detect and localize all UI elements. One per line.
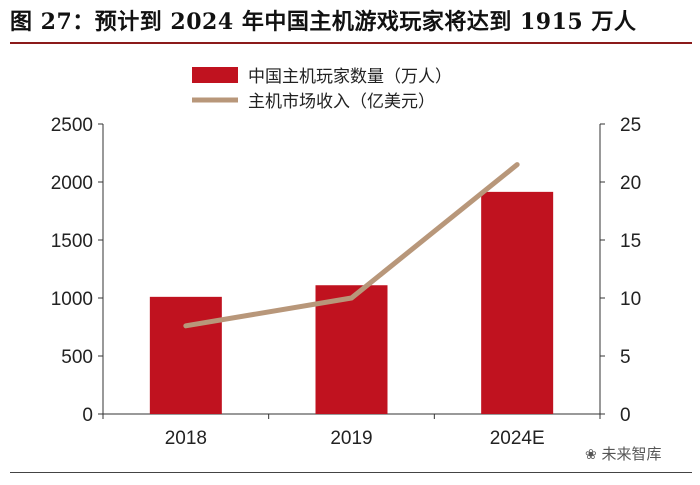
left-tick-label: 1500 [51,231,93,252]
wechat-icon: ❀ [585,447,597,463]
x-tick-label: 2024E [490,428,545,449]
bar-2018 [149,296,222,414]
right-tick-label: 15 [620,231,641,252]
left-tick-label: 2000 [51,173,93,194]
legend-label-bar: 中国主机玩家数量（万人） [248,67,452,87]
right-tick-label: 10 [620,289,641,310]
right-tick-label: 5 [620,347,631,368]
legend-label-line: 主机市场收入（亿美元） [248,92,435,112]
watermark: ❀ 未来智库 [585,443,662,464]
right-tick-label: 20 [620,173,641,194]
left-tick-label: 2500 [51,115,93,136]
right-tick-label: 0 [620,405,631,426]
left-tick-label: 0 [82,405,93,426]
footer-rule [10,472,692,473]
x-tick-label: 2019 [330,428,372,449]
x-tick-label: 2018 [165,428,207,449]
left-tick-label: 1000 [51,289,93,310]
bar-2024E [481,191,554,414]
title-rule [10,42,692,44]
left-tick-label: 500 [61,347,93,368]
bar-2019 [315,285,388,414]
legend-swatch-bar [192,67,238,83]
figure-title: 图 27：预计到 2024 年中国主机游戏玩家将达到 1915 万人 [10,9,637,35]
watermark-text: 未来智库 [601,445,662,463]
right-tick-label: 25 [620,115,641,136]
